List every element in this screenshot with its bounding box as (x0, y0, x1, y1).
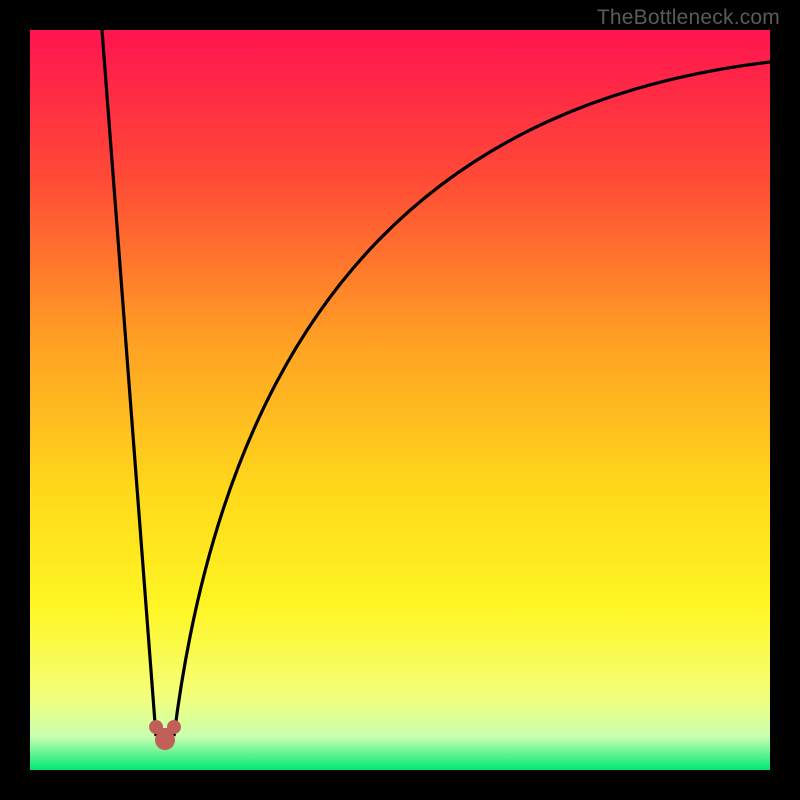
watermark-text: TheBottleneck.com (597, 6, 780, 30)
chart-frame: TheBottleneck.com (0, 0, 800, 800)
plot-area (30, 30, 770, 770)
curve-right-branch (174, 62, 770, 736)
curve-left-branch (102, 30, 156, 736)
valley-marker-icon (149, 720, 181, 750)
bottleneck-curve (30, 30, 770, 770)
